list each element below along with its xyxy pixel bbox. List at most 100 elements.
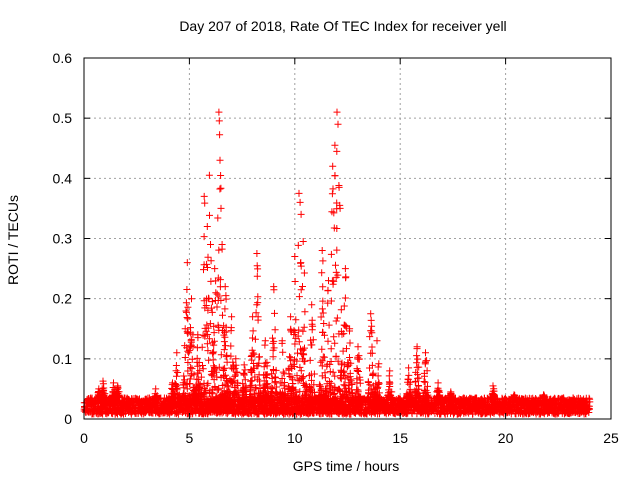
data-point <box>211 265 219 273</box>
data-point <box>308 385 316 393</box>
data-point <box>299 238 307 245</box>
data-point <box>223 382 231 390</box>
data-point <box>333 246 341 254</box>
data-point <box>337 306 345 314</box>
data-point <box>297 286 305 294</box>
data-point <box>319 257 327 265</box>
data-point <box>183 385 191 393</box>
data-point <box>292 386 300 394</box>
data-point <box>183 286 191 293</box>
data-point <box>240 370 248 378</box>
data-point <box>180 372 188 380</box>
data-point <box>174 369 182 376</box>
y-tick-label: 0.2 <box>53 291 73 307</box>
data-point <box>340 302 348 310</box>
y-tick-label: 0.1 <box>53 351 73 367</box>
data-point <box>318 247 326 254</box>
data-point <box>423 357 431 365</box>
data-point <box>183 308 190 316</box>
data-point <box>203 381 211 389</box>
data-point <box>208 308 216 316</box>
data-point <box>175 391 183 399</box>
data-point <box>184 359 192 366</box>
data-point <box>95 385 103 393</box>
data-point <box>270 337 278 345</box>
data-point <box>331 339 339 347</box>
data-point <box>268 370 276 378</box>
data-point <box>319 297 327 305</box>
data-point <box>241 366 249 374</box>
data-point <box>204 347 212 355</box>
data-point <box>249 334 256 342</box>
data-point <box>375 360 383 368</box>
data-point <box>327 379 335 387</box>
data-point <box>210 322 218 330</box>
data-point <box>373 337 381 345</box>
data-point <box>297 367 305 375</box>
data-point <box>318 269 326 277</box>
data-point <box>346 354 353 361</box>
data-point <box>301 357 309 365</box>
data-point <box>300 269 308 277</box>
data-point <box>336 386 344 394</box>
data-point <box>347 377 355 385</box>
data-point <box>260 363 268 371</box>
data-point <box>204 379 212 387</box>
data-point <box>341 294 349 302</box>
data-point <box>186 375 194 383</box>
data-point <box>413 343 421 351</box>
data-point <box>310 381 318 389</box>
data-point <box>270 344 278 352</box>
data-point <box>369 369 377 377</box>
data-point <box>194 362 202 370</box>
data-point <box>346 325 354 333</box>
data-point <box>217 184 225 192</box>
data-point <box>231 364 239 372</box>
data-point <box>340 330 348 338</box>
data-point <box>332 317 340 325</box>
data-point <box>324 337 332 345</box>
data-point <box>254 316 262 324</box>
data-point <box>199 365 207 373</box>
data-point <box>329 185 337 193</box>
data-point <box>99 377 107 385</box>
data-point <box>327 345 335 353</box>
data-point <box>254 299 262 307</box>
data-point <box>366 333 374 341</box>
data-point <box>510 391 518 399</box>
data-point <box>405 364 413 372</box>
data-point <box>294 241 302 249</box>
data-point <box>251 335 259 343</box>
y-axis: 00.10.20.30.40.50.6 <box>53 50 611 427</box>
data-point <box>336 204 344 212</box>
data-point <box>213 373 221 381</box>
data-point <box>347 359 355 367</box>
data-point <box>182 380 190 388</box>
data-point <box>204 331 212 338</box>
x-tick-label: 10 <box>287 430 303 446</box>
data-point <box>110 379 117 387</box>
data-point <box>368 329 376 337</box>
data-point <box>215 108 223 116</box>
data-point <box>346 375 354 383</box>
data-point <box>342 274 350 282</box>
data-point <box>414 370 421 378</box>
data-point <box>447 388 455 396</box>
data-point <box>220 346 228 354</box>
data-point <box>232 361 240 369</box>
data-point <box>203 260 211 268</box>
data-point <box>188 355 196 363</box>
chart-title: Day 207 of 2018, Rate Of TEC Index for r… <box>179 18 506 34</box>
data-point <box>333 147 341 155</box>
data-point <box>326 360 334 368</box>
data-point <box>221 364 229 372</box>
data-point <box>415 385 423 393</box>
data-point <box>197 373 205 381</box>
data-point <box>269 353 277 361</box>
data-point <box>184 367 192 375</box>
data-point <box>184 347 192 355</box>
data-point <box>421 378 429 386</box>
data-point <box>215 384 223 392</box>
data-point <box>569 394 577 402</box>
data-point <box>434 379 442 387</box>
